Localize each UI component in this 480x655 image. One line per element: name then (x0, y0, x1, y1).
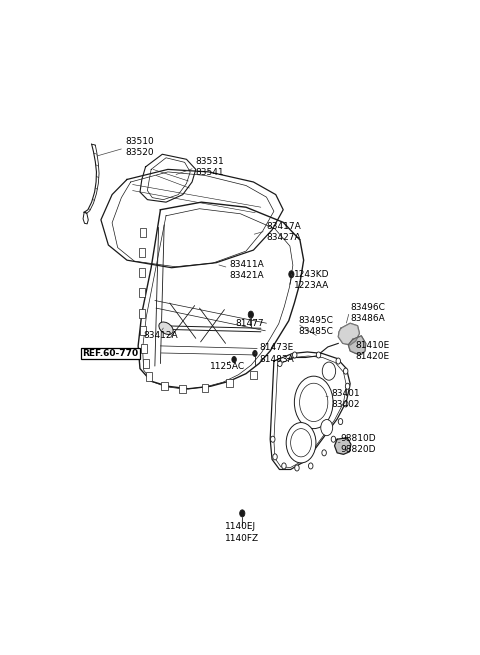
Circle shape (292, 352, 297, 358)
Text: 81477: 81477 (235, 319, 264, 328)
Circle shape (295, 465, 299, 471)
Bar (226, 379, 233, 387)
Text: 83510
83520: 83510 83520 (125, 137, 154, 157)
Text: 1140EJ
1140FZ: 1140EJ 1140FZ (225, 523, 259, 542)
Bar (250, 371, 257, 379)
Circle shape (316, 352, 321, 358)
Ellipse shape (159, 322, 173, 335)
Bar (140, 326, 145, 335)
Text: 83412A: 83412A (143, 331, 178, 341)
Circle shape (252, 350, 257, 356)
Bar (180, 384, 186, 393)
Text: 83401
83402: 83401 83402 (332, 389, 360, 409)
Bar (139, 309, 145, 318)
Circle shape (321, 420, 333, 436)
Text: 83531
83541: 83531 83541 (196, 157, 225, 177)
Polygon shape (335, 438, 351, 455)
Text: 1125AC: 1125AC (210, 362, 245, 371)
Bar (141, 344, 147, 353)
Circle shape (286, 422, 316, 463)
Circle shape (338, 419, 343, 424)
Circle shape (282, 463, 286, 469)
Circle shape (309, 463, 313, 469)
Circle shape (277, 360, 282, 367)
Circle shape (248, 311, 253, 318)
Text: 81473E
81483A: 81473E 81483A (259, 343, 294, 364)
Circle shape (300, 383, 328, 422)
Circle shape (322, 362, 336, 380)
Circle shape (291, 428, 312, 457)
Text: 83417A
83427A: 83417A 83427A (266, 223, 301, 242)
Circle shape (289, 271, 294, 278)
Circle shape (294, 376, 333, 428)
Circle shape (345, 383, 350, 389)
Text: 98810D
98820D: 98810D 98820D (341, 434, 376, 455)
Bar (139, 248, 145, 257)
Circle shape (240, 510, 245, 517)
Bar (146, 371, 152, 381)
Text: 83496C
83486A: 83496C 83486A (350, 303, 385, 323)
Bar (139, 288, 145, 297)
Text: 1243KD
1223AA: 1243KD 1223AA (294, 271, 330, 290)
Text: 83495C
83485C: 83495C 83485C (298, 316, 333, 336)
Circle shape (331, 436, 336, 442)
Bar (144, 359, 149, 368)
Text: 81410E
81420E: 81410E 81420E (356, 341, 390, 361)
Circle shape (344, 368, 348, 374)
Circle shape (271, 436, 275, 442)
Circle shape (336, 358, 340, 364)
Bar (202, 384, 208, 392)
Polygon shape (338, 323, 360, 345)
Circle shape (322, 450, 326, 456)
Text: 83411A
83421A: 83411A 83421A (229, 260, 264, 280)
Bar (139, 269, 145, 277)
Circle shape (273, 454, 277, 460)
Polygon shape (348, 336, 366, 354)
Bar (161, 383, 168, 390)
Text: REF.60-770: REF.60-770 (83, 349, 138, 358)
Circle shape (344, 401, 348, 407)
Circle shape (232, 356, 236, 363)
Bar (140, 228, 145, 237)
